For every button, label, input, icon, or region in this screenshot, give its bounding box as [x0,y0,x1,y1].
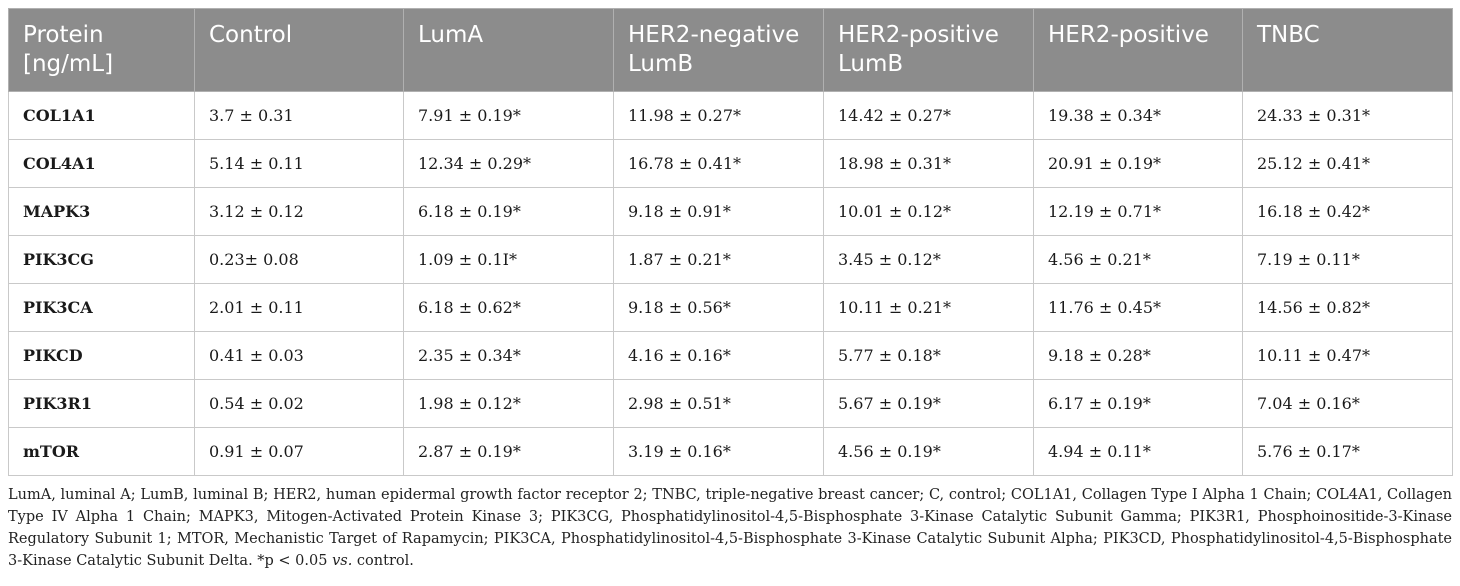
value-cell: 11.76 ± 0.45* [1033,283,1243,332]
value-cell: 4.56 ± 0.21* [1033,235,1243,284]
table-row: MAPK3 3.12 ± 0.12 6.18 ± 0.19* 9.18 ± 0.91*… [8,187,1453,236]
footnote-main: LumA, luminal A; LumB, luminal B; HER2, … [8,487,1452,569]
protein-name-cell: MAPK3 [8,187,195,236]
value-cell: 24.33 ± 0.31* [1242,91,1453,140]
value-cell: 5.14 ± 0.11 [194,139,404,188]
value-cell: 2.98 ± 0.51* [613,379,824,428]
value-cell: 7.19 ± 0.11* [1242,235,1453,284]
table-footnote: LumA, luminal A; LumB, luminal B; HER2, … [8,484,1452,572]
value-cell: 7.91 ± 0.19* [403,91,614,140]
table-body: COL1A1 3.7 ± 0.31 7.91 ± 0.19* 11.98 ± 0.27… [8,91,1453,476]
value-cell: 18.98 ± 0.31* [823,139,1034,188]
value-cell: 0.41 ± 0.03 [194,331,404,380]
table-row: COL4A1 5.14 ± 0.11 12.34 ± 0.29* 16.78 ± 0.… [8,139,1453,188]
value-cell: 10.11 ± 0.47* [1242,331,1453,380]
footnote-tail: control. [352,553,414,569]
column-header: HER2-positive [1033,8,1243,92]
value-cell: 3.7 ± 0.31 [194,91,404,140]
value-cell: 14.56 ± 0.82* [1242,283,1453,332]
table-header: Protein [ng/mL] Control LumA HER2-negative … [8,8,1453,92]
value-cell: 4.94 ± 0.11* [1033,427,1243,476]
value-cell: 11.98 ± 0.27* [613,91,824,140]
value-cell: 4.56 ± 0.19* [823,427,1034,476]
value-cell: 16.78 ± 0.41* [613,139,824,188]
protein-name-cell: PIK3CA [8,283,195,332]
protein-name-cell: COL1A1 [8,91,195,140]
value-cell: 3.12 ± 0.12 [194,187,404,236]
value-cell: 10.01 ± 0.12* [823,187,1034,236]
protein-name-cell: mTOR [8,427,195,476]
column-header: HER2-negative LumB [613,8,824,92]
value-cell: 6.18 ± 0.62* [403,283,614,332]
table-row: COL1A1 3.7 ± 0.31 7.91 ± 0.19* 11.98 ± 0.27… [8,91,1453,140]
value-cell: 19.38 ± 0.34* [1033,91,1243,140]
value-cell: 14.42 ± 0.27* [823,91,1034,140]
value-cell: 1.87 ± 0.21* [613,235,824,284]
value-cell: 20.91 ± 0.19* [1033,139,1243,188]
value-cell: 9.18 ± 0.28* [1033,331,1243,380]
value-cell: 0.23± 0.08 [194,235,404,284]
value-cell: 10.11 ± 0.21* [823,283,1034,332]
value-cell: 12.19 ± 0.71* [1033,187,1243,236]
header-row: Protein [ng/mL] Control LumA HER2-negative … [8,8,1453,92]
column-header: Protein [ng/mL] [8,8,195,92]
value-cell: 1.98 ± 0.12* [403,379,614,428]
column-header: HER2-positive LumB [823,8,1034,92]
value-cell: 5.77 ± 0.18* [823,331,1034,380]
value-cell: 3.45 ± 0.12* [823,235,1034,284]
value-cell: 2.87 ± 0.19* [403,427,614,476]
value-cell: 1.09 ± 0.1I* [403,235,614,284]
column-header: LumA [403,8,614,92]
value-cell: 4.16 ± 0.16* [613,331,824,380]
value-cell: 12.34 ± 0.29* [403,139,614,188]
value-cell: 5.67 ± 0.19* [823,379,1034,428]
table-row: PIK3R1 0.54 ± 0.02 1.98 ± 0.12* 2.98 ± 0.51… [8,379,1453,428]
value-cell: 0.54 ± 0.02 [194,379,404,428]
footnote-vs: vs. [332,553,353,569]
table-container: Protein [ng/mL] Control LumA HER2-negative … [8,8,1453,572]
protein-name-cell: COL4A1 [8,139,195,188]
value-cell: 6.18 ± 0.19* [403,187,614,236]
value-cell: 0.91 ± 0.07 [194,427,404,476]
value-cell: 9.18 ± 0.56* [613,283,824,332]
protein-table: Protein [ng/mL] Control LumA HER2-negative … [8,8,1453,476]
value-cell: 3.19 ± 0.16* [613,427,824,476]
table-row: PIKCD 0.41 ± 0.03 2.35 ± 0.34* 4.16 ± 0.16*… [8,331,1453,380]
value-cell: 5.76 ± 0.17* [1242,427,1453,476]
column-header: TNBC [1242,8,1453,92]
value-cell: 6.17 ± 0.19* [1033,379,1243,428]
value-cell: 9.18 ± 0.91* [613,187,824,236]
value-cell: 25.12 ± 0.41* [1242,139,1453,188]
protein-name-cell: PIK3CG [8,235,195,284]
table-row: PIK3CA 2.01 ± 0.11 6.18 ± 0.62* 9.18 ± 0.56… [8,283,1453,332]
value-cell: 2.35 ± 0.34* [403,331,614,380]
table-row: mTOR 0.91 ± 0.07 2.87 ± 0.19* 3.19 ± 0.16* 4… [8,427,1453,476]
value-cell: 7.04 ± 0.16* [1242,379,1453,428]
column-header: Control [194,8,404,92]
protein-name-cell: PIKCD [8,331,195,380]
value-cell: 16.18 ± 0.42* [1242,187,1453,236]
value-cell: 2.01 ± 0.11 [194,283,404,332]
table-row: PIK3CG 0.23± 0.08 1.09 ± 0.1I* 1.87 ± 0.21*… [8,235,1453,284]
protein-name-cell: PIK3R1 [8,379,195,428]
